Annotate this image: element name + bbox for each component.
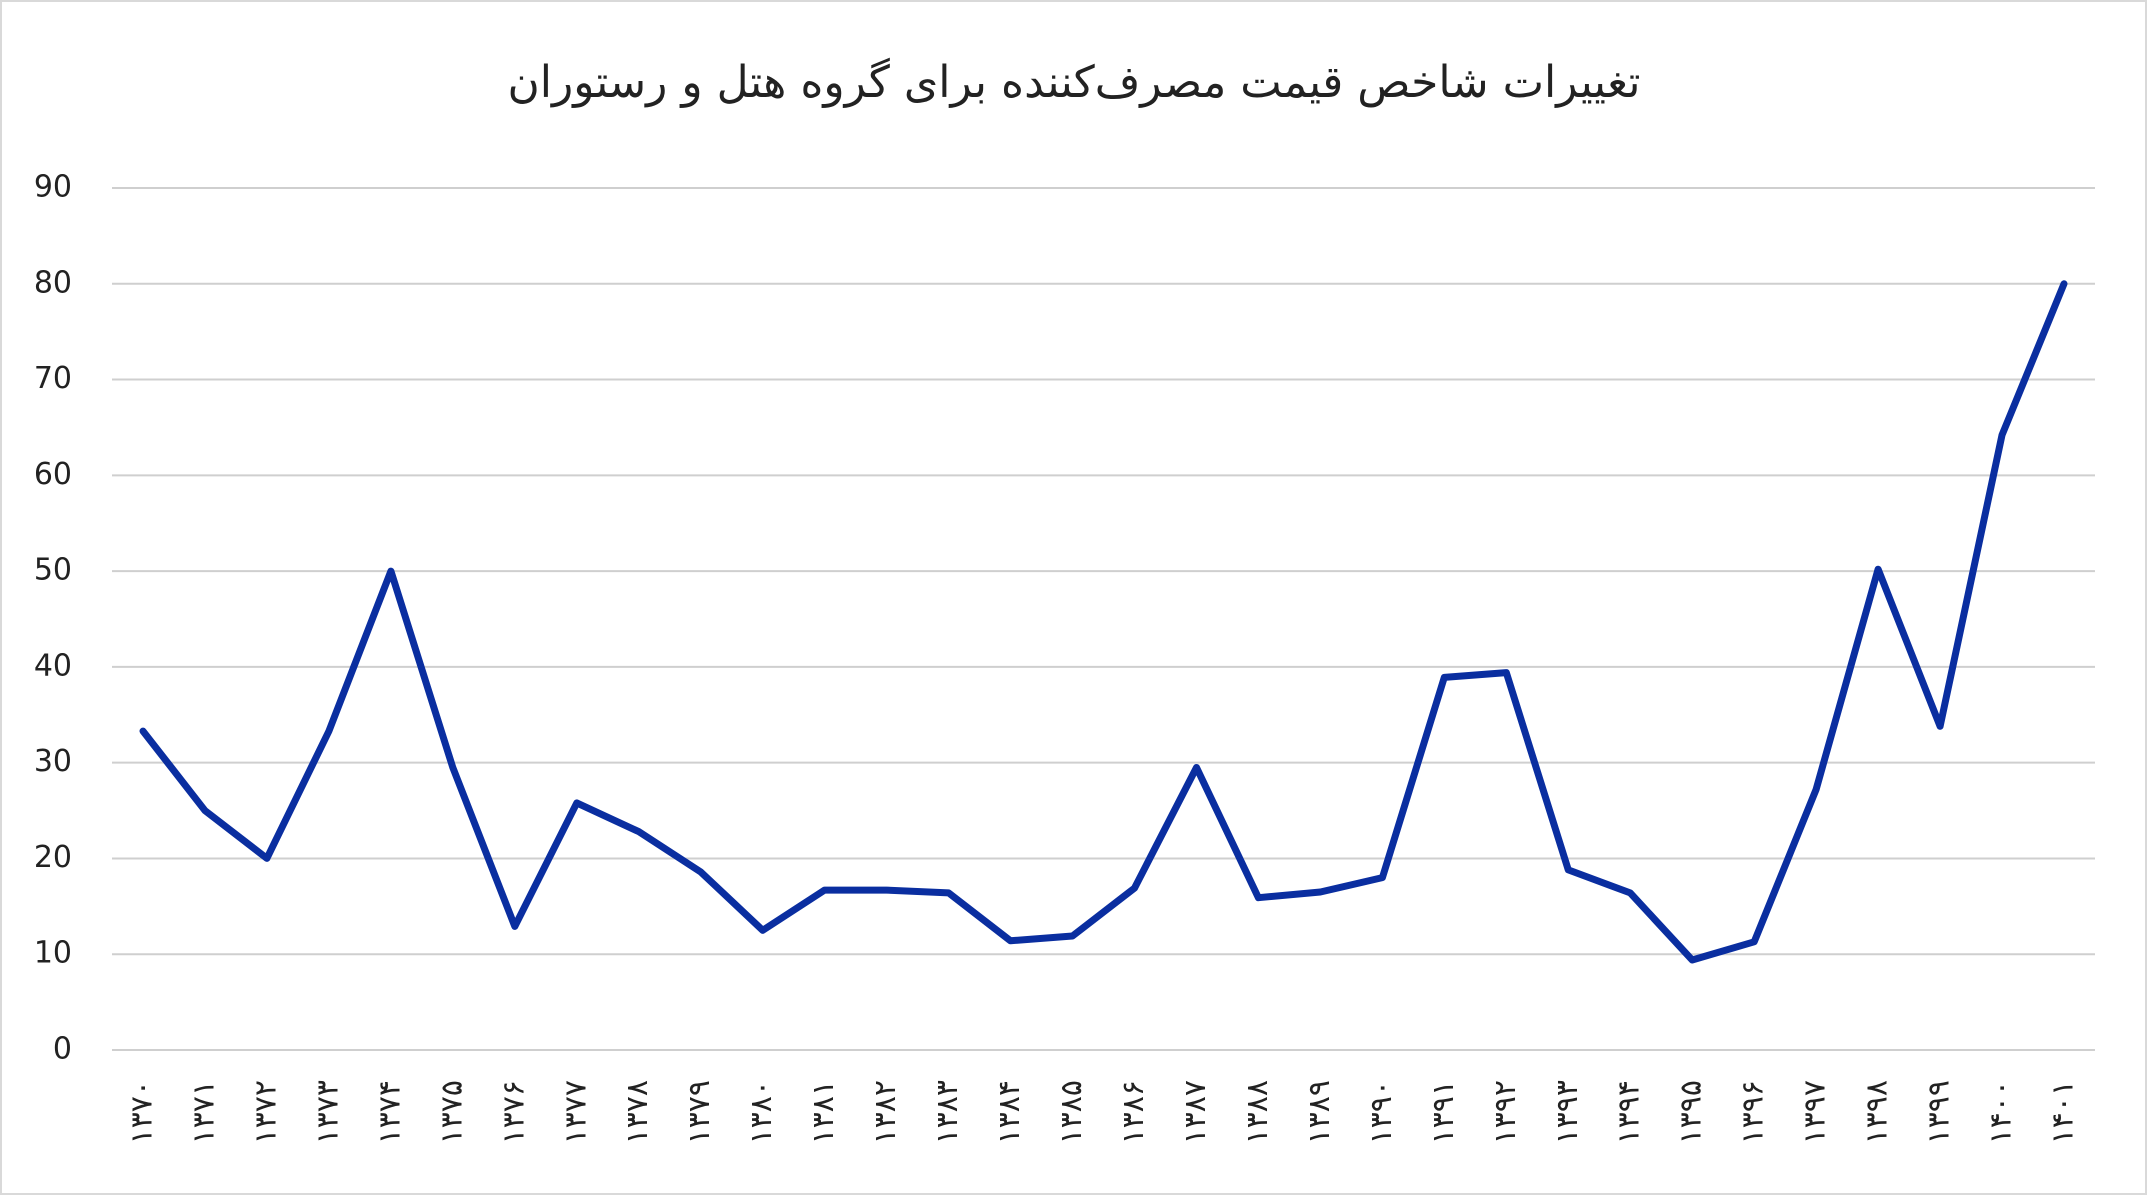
x-tick-label: ۱۳۷۱ (186, 1080, 221, 1144)
y-tick-label: 80 (34, 265, 72, 300)
x-tick-label: ۱۳۸۹ (1302, 1080, 1337, 1144)
x-tick-label: ۱۳۸۷ (1178, 1080, 1213, 1144)
x-tick-label: ۱۳۹۱ (1426, 1080, 1461, 1144)
y-tick-label: 40 (34, 648, 72, 683)
y-tick-label: 50 (34, 553, 72, 588)
x-tick-label: ۱۳۸۳ (930, 1080, 965, 1144)
x-tick-label: ۱۳۷۹ (682, 1080, 717, 1144)
x-tick-label: ۱۳۸۸ (1240, 1080, 1275, 1144)
x-tick-label: ۱۳۹۸ (1860, 1080, 1895, 1144)
y-tick-label: 70 (34, 361, 72, 396)
x-tick-label: ۱۳۷۴ (372, 1080, 407, 1144)
data-line (139, 280, 2068, 964)
x-tick-label: ۱۳۷۵ (434, 1080, 469, 1144)
x-tick-label: ۱۳۹۵ (1674, 1080, 1709, 1144)
x-tick-label: ۱۳۷۶ (496, 1080, 531, 1144)
y-tick-label: 20 (34, 840, 72, 875)
x-tick-label: ۱۳۹۹ (1922, 1080, 1957, 1144)
y-tick-label: 30 (34, 744, 72, 779)
x-tick-label: ۱۳۷۷ (558, 1080, 593, 1144)
x-tick-label: ۱۳۹۴ (1612, 1080, 1647, 1144)
y-tick-label: 60 (34, 457, 72, 492)
y-tick-label: 90 (34, 170, 72, 205)
x-tick-label: ۱۳۸۰ (744, 1080, 779, 1144)
x-tick-label: ۱۳۷۳ (310, 1080, 345, 1144)
x-tick-label: ۱۳۷۲ (248, 1080, 283, 1144)
y-tick-label: 0 (53, 1032, 72, 1067)
x-tick-label: ۱۳۹۰ (1364, 1080, 1399, 1144)
x-tick-label: ۱۳۷۸ (620, 1080, 655, 1144)
x-tick-label: ۱۳۹۷ (1798, 1080, 1833, 1144)
y-tick-label: 10 (34, 936, 72, 971)
x-tick-label: ۱۴۰۰ (1984, 1080, 2019, 1144)
x-tick-label: ۱۳۸۱ (806, 1080, 841, 1144)
x-tick-label: ۱۳۹۲ (1488, 1080, 1523, 1144)
x-tick-label: ۱۳۸۵ (1054, 1080, 1089, 1144)
x-tick-label: ۱۳۹۶ (1736, 1080, 1771, 1144)
x-tick-label: ۱۴۰۱ (2046, 1080, 2081, 1144)
x-tick-label: ۱۳۹۳ (1550, 1080, 1585, 1144)
x-tick-label: ۱۳۸۲ (868, 1080, 903, 1144)
x-tick-label: ۱۳۸۶ (1116, 1080, 1151, 1144)
x-tick-label: ۱۳۸۴ (992, 1080, 1027, 1144)
chart-title: تغییرات شاخص قیمت مصرف‌کننده برای گروه ه… (507, 57, 1640, 108)
x-tick-label: ۱۳۷۰ (124, 1080, 159, 1144)
